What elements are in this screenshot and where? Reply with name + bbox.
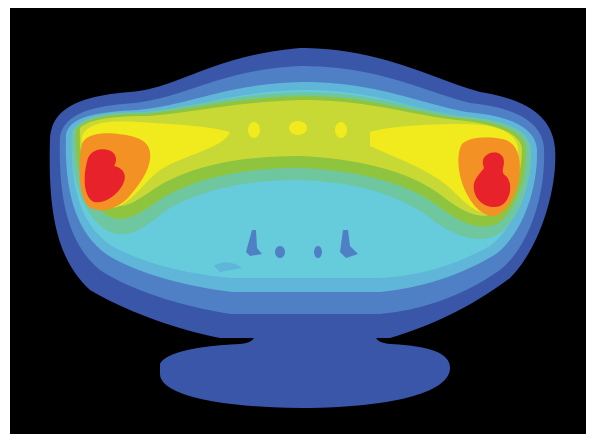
contour-notch-blue [214, 262, 242, 272]
contour-spot-blue-2 [275, 246, 285, 258]
contour-spot-yellow-3 [335, 122, 347, 138]
contour-base-stand [160, 326, 450, 408]
contour-spot-blue-4 [340, 230, 358, 258]
contour-spot-yellow-1 [248, 122, 260, 138]
plot-frame [10, 8, 586, 434]
contour-spot-blue-1 [246, 230, 262, 256]
contour-plot [10, 8, 586, 434]
contour-spot-blue-3 [314, 246, 322, 258]
contour-spot-yellow-2 [289, 121, 307, 135]
contour-level-red-left [84, 149, 125, 203]
contour-level-red-right [473, 152, 511, 208]
